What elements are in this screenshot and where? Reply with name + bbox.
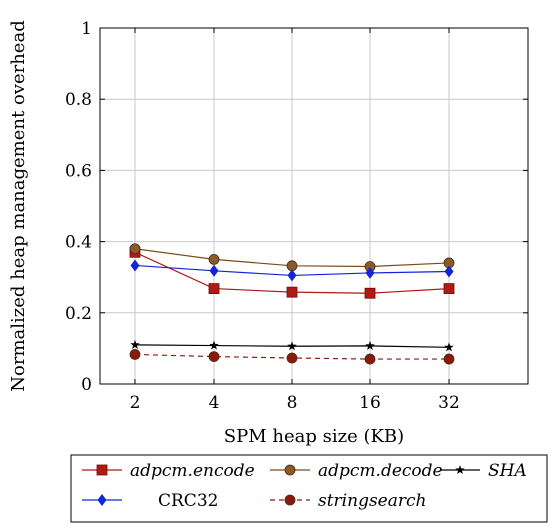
data-point [443, 283, 455, 294]
legend-label: adpcm.decode [318, 461, 443, 481]
legend-entry: adpcm.encode [82, 461, 255, 481]
data-point [130, 259, 140, 272]
y-tick-label: 0.2 [65, 304, 92, 324]
legend-box [70, 454, 548, 523]
data-point [208, 351, 220, 362]
x-tick-label: 16 [359, 393, 381, 413]
data-point [129, 349, 141, 360]
grid [100, 27, 528, 385]
data-point [96, 464, 108, 476]
data-point [444, 265, 454, 278]
data-point [284, 494, 296, 506]
series-adpcm-decode [129, 243, 455, 272]
data-point [455, 465, 465, 475]
data-point [286, 286, 298, 298]
y-tick-label: 0.4 [65, 233, 92, 253]
data-point [286, 352, 298, 364]
ticks: 2 4 8 16 32 0 0.2 0.4 0.6 0.8 1 [65, 19, 528, 413]
legend-entry: CRC32 [82, 491, 218, 511]
legend-label: SHA [488, 461, 527, 481]
legend-entry: stringsearch [270, 491, 426, 511]
data-point [129, 243, 141, 255]
data-point [208, 253, 220, 265]
series-sha [130, 339, 454, 352]
data-point [443, 353, 455, 365]
series-crc32 [130, 259, 454, 282]
series-layer [129, 243, 455, 365]
x-axis-label: SPM heap size (KB) [224, 426, 404, 447]
data-point [444, 342, 454, 352]
data-point [130, 339, 140, 349]
plot-frame [99, 27, 529, 385]
data-point [287, 341, 297, 351]
data-point [284, 464, 296, 476]
y-axis-label: Normalized heap management overhead [8, 20, 29, 391]
x-tick-label: 2 [130, 393, 141, 413]
data-point [209, 340, 219, 350]
legend-label: CRC32 [158, 491, 218, 511]
data-point [365, 266, 375, 279]
legend-label: stringsearch [318, 491, 426, 511]
data-point [365, 340, 375, 350]
legend: adpcm.encode adpcm.decode SHA CRC32 stringse… [70, 454, 548, 523]
data-point [209, 264, 219, 277]
data-point [364, 353, 376, 365]
data-point [97, 494, 107, 506]
series-stringsearch [129, 349, 455, 365]
legend-entry: SHA [440, 461, 527, 481]
y-tick-label: 1 [81, 19, 92, 39]
x-tick-label: 32 [438, 393, 460, 413]
data-point [364, 287, 376, 299]
data-point [287, 269, 297, 282]
data-point [286, 260, 298, 272]
legend-entry: adpcm.decode [270, 461, 443, 481]
y-tick-label: 0.8 [65, 90, 92, 110]
y-tick-label: 0 [81, 375, 92, 395]
legend-label: adpcm.encode [130, 461, 255, 481]
x-tick-label: 4 [209, 393, 220, 413]
data-point [208, 283, 220, 294]
y-tick-label: 0.6 [65, 161, 92, 181]
x-tick-label: 8 [287, 393, 298, 413]
